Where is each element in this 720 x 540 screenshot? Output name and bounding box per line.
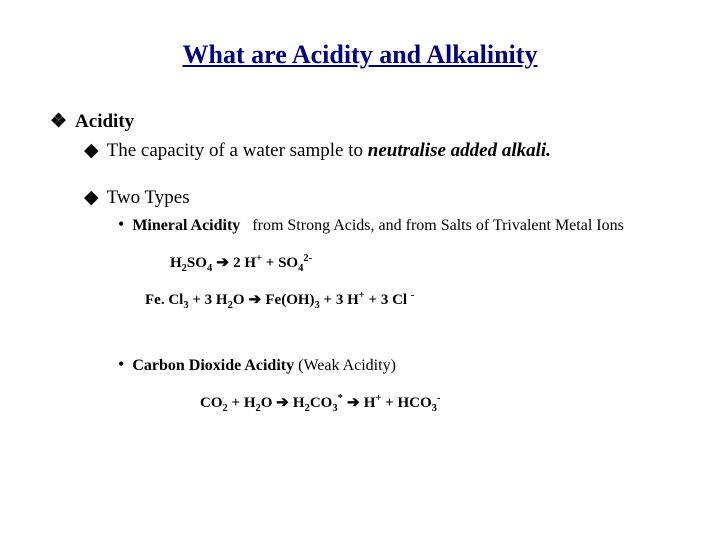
eq-part: 3 H xyxy=(336,292,359,308)
eq-part: O xyxy=(261,395,276,411)
eq-part: SO xyxy=(278,255,298,271)
eq-part: CO xyxy=(310,395,333,411)
bullet-two-types: ◆ Two Types xyxy=(84,186,670,209)
def-emphasis: neutralise added alkali. xyxy=(368,140,551,161)
eq-part: 3 Cl xyxy=(381,292,411,308)
eq-sup: - xyxy=(411,290,415,301)
eq-plus: + xyxy=(320,292,336,308)
two-types-label: Two Types xyxy=(107,187,190,208)
diamond-icon: ◆ xyxy=(84,140,99,161)
eq-part: H xyxy=(364,395,376,411)
bullet-co2-acidity: • Carbon Dioxide Acidity (Weak Acidity) xyxy=(118,355,670,375)
arrow-icon: ➔ xyxy=(343,394,364,411)
arrow-icon: ➔ xyxy=(212,254,233,271)
eq-part: HCO xyxy=(397,395,431,411)
diamond-icon: ◆ xyxy=(84,187,99,208)
eq-part: 2 H xyxy=(233,255,256,271)
co2-paren: (Weak Acidity) xyxy=(294,357,396,374)
eq-part: H xyxy=(244,395,256,411)
eq-plus: + xyxy=(381,395,397,411)
def-pre: The capacity of a water sample to xyxy=(107,140,368,161)
l1-label: Acidity xyxy=(75,111,134,132)
co2-label: Carbon Dioxide Acidity xyxy=(132,357,294,374)
spacer xyxy=(50,168,670,186)
eq-plus: + xyxy=(365,292,381,308)
arrow-icon: ➔ xyxy=(276,394,293,411)
bullet-definition: ◆ The capacity of a water sample to neutr… xyxy=(84,139,670,162)
equation-co2: CO2 + H2O ➔ H2CO3* ➔ H+ + HCO3- xyxy=(200,393,670,412)
spacer xyxy=(50,327,670,355)
eq-part: CO xyxy=(200,395,223,411)
eq-sub: 4 xyxy=(298,263,303,274)
eq-plus: + xyxy=(189,292,205,308)
eq-plus: + xyxy=(228,395,244,411)
eq-part: O xyxy=(233,292,245,308)
mineral-label: Mineral Acidity xyxy=(132,217,240,234)
eq-sub: 3 xyxy=(432,403,437,414)
eq-part: Fe(OH) xyxy=(265,292,314,308)
eq-sup: 2- xyxy=(303,253,312,264)
bullet-mineral-acidity: • Mineral Acidity from Strong Acids, and … xyxy=(118,215,670,235)
arrow-icon: ➔ xyxy=(244,291,265,308)
dot-icon: • xyxy=(118,354,124,374)
slide-title: What are Acidity and Alkalinity xyxy=(50,40,670,70)
eq-part: Fe. Cl xyxy=(145,292,183,308)
dot-icon: • xyxy=(118,214,124,234)
bullet-acidity: ❖ Acidity xyxy=(50,110,670,133)
slide: What are Acidity and Alkalinity ❖ Acidity… xyxy=(0,0,720,540)
diamond-outline-icon: ❖ xyxy=(50,111,67,132)
eq-part: H xyxy=(293,395,305,411)
eq-sub: 3 xyxy=(332,403,337,414)
equation-fecl3: Fe. Cl3 + 3 H2O ➔ Fe(OH)3 + 3 H+ + 3 Cl … xyxy=(145,290,670,309)
eq-sup: - xyxy=(437,393,441,404)
eq-part: H xyxy=(170,255,182,271)
equation-h2so4: H2SO4 ➔ 2 H+ + SO42- xyxy=(170,253,670,272)
eq-part: 3 H xyxy=(205,292,228,308)
eq-part: SO xyxy=(187,255,207,271)
mineral-sep xyxy=(240,217,252,234)
eq-plus: + xyxy=(262,255,278,271)
mineral-desc: from Strong Acids, and from Salts of Tri… xyxy=(252,217,624,234)
